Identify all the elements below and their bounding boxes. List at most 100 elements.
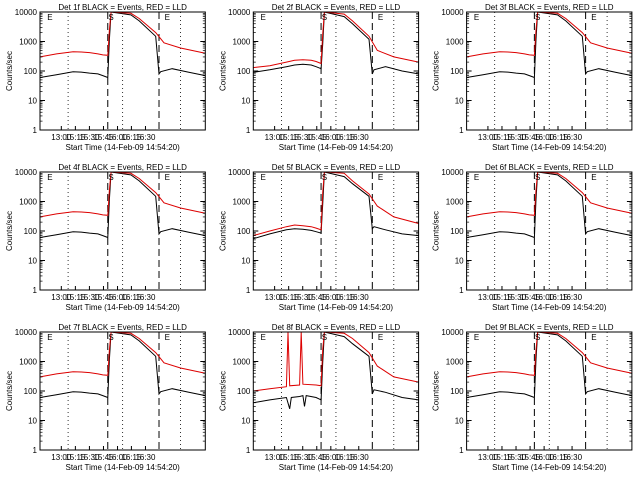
x-tick-label: 15:45	[520, 293, 541, 302]
interval-marker: E	[591, 173, 596, 182]
x-tick-label: 16:30	[349, 133, 370, 142]
x-tick-label: 13:00	[478, 453, 499, 462]
interval-marker: S	[108, 173, 113, 182]
series-line-lld	[40, 332, 206, 378]
x-tick-label: 16:15	[335, 293, 356, 302]
x-tick-label: 16:30	[562, 293, 583, 302]
series-group	[466, 332, 632, 399]
reference-lines	[281, 12, 395, 130]
interval-marker: E	[47, 333, 52, 342]
y-tick-label: 10000	[441, 328, 464, 337]
x-tick-label: 15:30	[506, 453, 527, 462]
y-tick-label: 10	[28, 417, 37, 426]
x-tick-label: 16:15	[548, 453, 569, 462]
x-tick-label: 13:00	[478, 133, 499, 142]
x-tick-label: 16:30	[562, 133, 583, 142]
x-tick-label: 15:45	[93, 293, 114, 302]
x-tick-label: 15:30	[293, 293, 314, 302]
chart-title: Det 9f BLACK = Events, RED = LLD	[485, 323, 614, 332]
interval-marker: S	[535, 333, 540, 342]
x-tick-label: 16:15	[548, 133, 569, 142]
interval-marker: S	[108, 13, 113, 22]
x-tick-label: 16:00	[534, 293, 555, 302]
interval-marker: E	[261, 13, 266, 22]
y-tick-label: 10000	[15, 328, 38, 337]
x-tick-label: 13:00	[265, 133, 286, 142]
x-tick-label: 15:30	[79, 453, 100, 462]
y-tick-label: 10	[241, 417, 250, 426]
y-tick-label: 1	[246, 446, 251, 455]
interval-marker: E	[378, 173, 383, 182]
x-tick-label: 15:45	[520, 133, 541, 142]
x-tick-label: 16:00	[108, 133, 129, 142]
x-tick-label: 16:00	[534, 133, 555, 142]
y-tick-label: 10	[241, 257, 250, 266]
y-axis-label: Counts/sec	[432, 211, 441, 251]
x-tick-label: 16:30	[562, 453, 583, 462]
interval-marker: E	[165, 173, 170, 182]
y-tick-label: 1	[459, 126, 464, 135]
x-tick-label: 15:45	[93, 133, 114, 142]
y-tick-label: 1	[246, 126, 251, 135]
x-tick-label: 16:15	[335, 453, 356, 462]
y-tick-label: 1000	[446, 198, 464, 207]
x-tick-label: 15:15	[65, 293, 86, 302]
x-tick-label: 15:30	[506, 293, 527, 302]
y-tick-label: 10	[28, 97, 37, 106]
x-tick-label: 15:15	[65, 133, 86, 142]
x-tick-label: 13:00	[265, 453, 286, 462]
y-axis-label: Counts/sec	[218, 51, 227, 91]
x-tick-label: 15:15	[279, 453, 300, 462]
interval-marker: S	[322, 173, 327, 182]
series-line-lld	[40, 172, 206, 218]
y-tick-label: 1000	[233, 198, 251, 207]
series-line-lld	[253, 332, 419, 392]
series-group	[253, 172, 419, 240]
y-tick-label: 10000	[15, 168, 38, 177]
x-axis-label: Start Time (14-Feb-09 14:54:20)	[66, 143, 181, 152]
y-tick-label: 10000	[15, 8, 38, 17]
interval-marker: E	[474, 333, 479, 342]
x-axis-label: Start Time (14-Feb-09 14:54:20)	[492, 463, 607, 472]
x-tick-label: 16:30	[349, 293, 370, 302]
x-tick-label: 16:00	[321, 293, 342, 302]
interval-marker: S	[535, 13, 540, 22]
y-tick-label: 10000	[228, 328, 251, 337]
chart-title: Det 2f BLACK = Events, RED = LLD	[272, 3, 401, 12]
interval-marker: E	[165, 333, 170, 342]
x-tick-label: 13:00	[265, 293, 286, 302]
x-tick-label: 16:15	[121, 133, 142, 142]
y-tick-label: 1000	[446, 358, 464, 367]
x-tick-label: 15:30	[293, 133, 314, 142]
x-tick-label: 15:45	[307, 453, 328, 462]
x-tick-label: 15:30	[293, 453, 314, 462]
interval-marker: E	[261, 333, 266, 342]
x-tick-label: 16:15	[335, 133, 356, 142]
x-tick-label: 15:45	[307, 133, 328, 142]
x-tick-label: 13:00	[51, 453, 72, 462]
y-tick-label: 10000	[228, 8, 251, 17]
x-tick-label: 16:15	[121, 453, 142, 462]
series-line-lld	[466, 332, 632, 378]
chart-title: Det 6f BLACK = Events, RED = LLD	[485, 163, 614, 172]
y-axis-label: Counts/sec	[218, 371, 227, 411]
y-tick-label: 100	[24, 227, 38, 236]
interval-marker: E	[165, 13, 170, 22]
y-axis-label: Counts/sec	[5, 371, 14, 411]
y-tick-label: 1000	[233, 38, 251, 47]
interval-marker: S	[108, 333, 113, 342]
series-line-lld	[253, 172, 419, 237]
y-tick-label: 100	[237, 67, 251, 76]
x-axis-label: Start Time (14-Feb-09 14:54:20)	[279, 143, 394, 152]
y-tick-label: 10000	[441, 168, 464, 177]
x-axis-label: Start Time (14-Feb-09 14:54:20)	[66, 303, 181, 312]
x-tick-label: 16:00	[108, 453, 129, 462]
y-tick-label: 1000	[19, 358, 37, 367]
x-tick-label: 15:30	[79, 133, 100, 142]
